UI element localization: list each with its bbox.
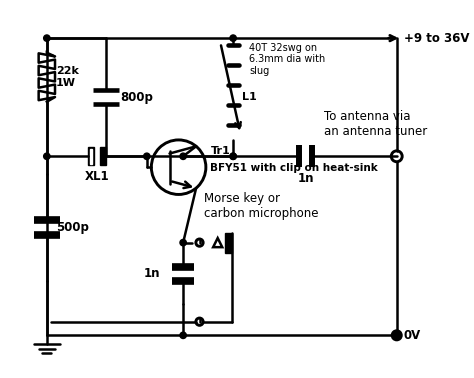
Text: 1n: 1n — [298, 172, 314, 185]
Bar — [88, 147, 94, 165]
Circle shape — [230, 153, 237, 160]
Circle shape — [144, 153, 150, 160]
Bar — [225, 232, 232, 253]
Circle shape — [393, 332, 400, 339]
Text: XL1: XL1 — [84, 170, 109, 183]
Circle shape — [180, 153, 186, 160]
Circle shape — [180, 332, 186, 339]
Circle shape — [230, 153, 237, 160]
Text: +9 to 36V: +9 to 36V — [404, 32, 469, 45]
Text: To antenna via
an antenna tuner: To antenna via an antenna tuner — [324, 110, 427, 138]
Text: 40T 32swg on
6.3mm dia with
slug: 40T 32swg on 6.3mm dia with slug — [249, 43, 326, 76]
Text: 22k
1W: 22k 1W — [56, 66, 79, 88]
Bar — [90, 149, 92, 164]
Text: L1: L1 — [242, 92, 257, 102]
Text: Tr1: Tr1 — [210, 146, 230, 156]
Circle shape — [393, 332, 400, 339]
Circle shape — [180, 239, 186, 246]
Text: 1n: 1n — [144, 268, 160, 280]
Circle shape — [44, 35, 50, 41]
Text: 500p: 500p — [56, 221, 89, 234]
Circle shape — [44, 153, 50, 160]
Text: Morse key or
carbon microphone: Morse key or carbon microphone — [204, 192, 319, 220]
Text: BFY51 with clip on heat-sink: BFY51 with clip on heat-sink — [210, 163, 378, 173]
Bar — [100, 147, 106, 165]
Text: 0V: 0V — [404, 329, 421, 342]
Circle shape — [230, 35, 237, 41]
Text: 800p: 800p — [120, 91, 153, 104]
